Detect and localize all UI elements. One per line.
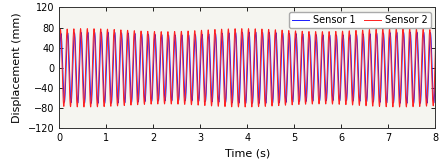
Sensor 1 (408, 31, 413, 33)
Sensor 1 (289, 83, 294, 85)
Sensor 2 (239, 28, 244, 29)
Y-axis label: Displacement (mm): Displacement (mm) (12, 12, 22, 123)
Line: Sensor 2: Sensor 2 (59, 29, 435, 107)
Sensor 1 (341, 38, 346, 40)
Sensor 2 (282, 94, 287, 96)
Sensor 2 (289, 101, 294, 103)
Sensor 1 (282, 73, 287, 75)
X-axis label: Time (s): Time (s) (225, 149, 270, 159)
Sensor 2 (57, 47, 62, 49)
Sensor 2 (433, 47, 438, 49)
Legend: Sensor 1, Sensor 2: Sensor 1, Sensor 2 (289, 12, 431, 28)
Sensor 1 (172, 36, 178, 38)
Line: Sensor 1: Sensor 1 (59, 32, 435, 103)
Sensor 2 (368, 50, 373, 52)
Sensor 1 (57, 67, 62, 69)
Sensor 2 (381, 40, 386, 42)
Sensor 2 (81, 106, 87, 108)
Sensor 1 (381, 33, 386, 35)
Sensor 2 (172, 32, 178, 34)
Sensor 1 (433, 67, 438, 69)
Sensor 1 (368, 37, 373, 39)
Sensor 2 (341, 51, 347, 53)
Sensor 1 (411, 102, 416, 104)
